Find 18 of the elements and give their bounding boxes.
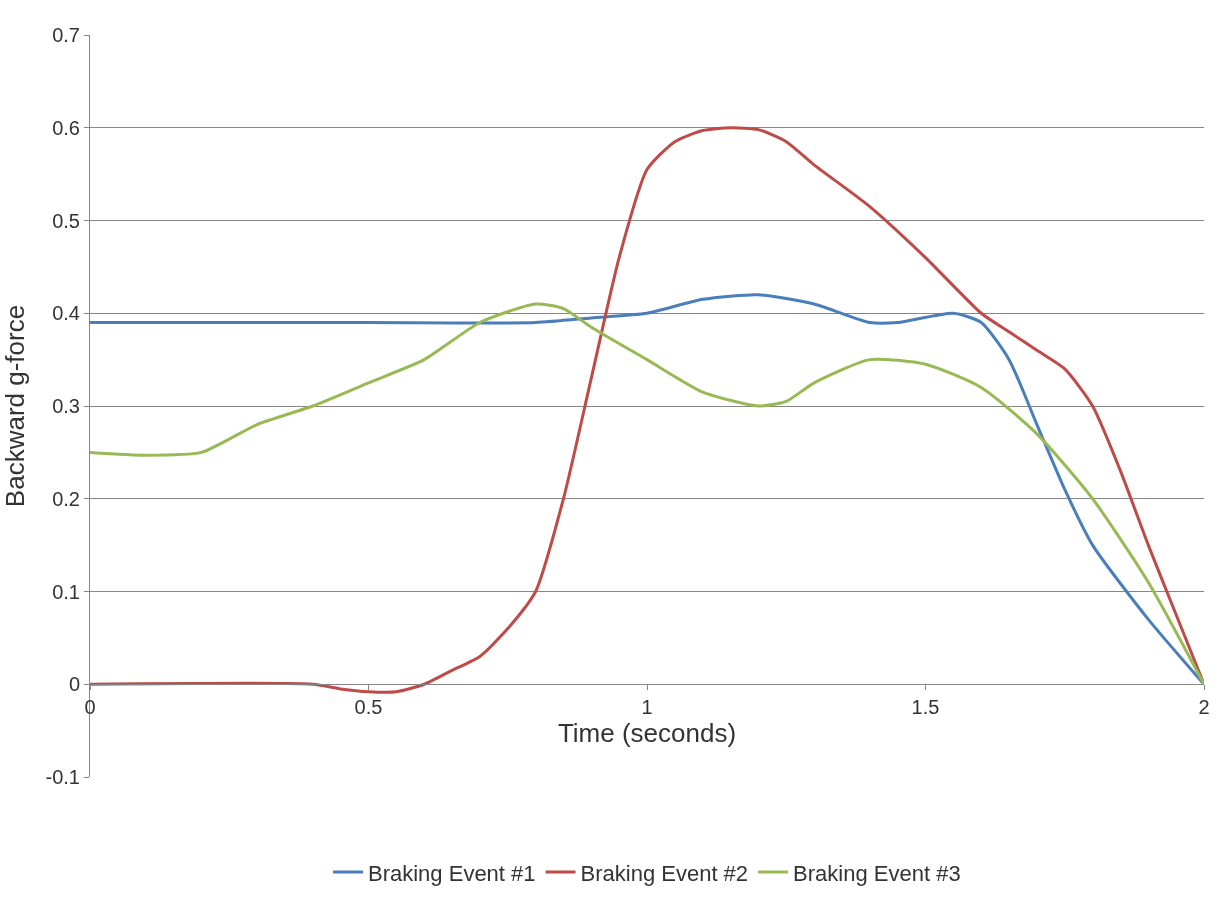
legend-label: Braking Event #2: [580, 860, 749, 886]
y-tick-label: 0.5: [52, 209, 80, 232]
x-tick-label: 1: [641, 696, 653, 719]
y-axis-title: Backward g-force: [0, 304, 30, 508]
x-axis-title: Time (seconds): [557, 718, 737, 749]
y-tick-label: -0.1: [45, 766, 80, 788]
x-tick-label: 2: [1198, 696, 1210, 719]
x-tick-label: 1.5: [911, 696, 940, 719]
y-tick-label: 0: [68, 673, 80, 696]
y-tick-label: 0.4: [52, 302, 80, 325]
y-tick-label: 0.1: [52, 580, 80, 603]
legend-label: Braking Event #3: [793, 860, 961, 886]
y-tick-label: 0.2: [52, 487, 80, 510]
y-tick-label: 0.7: [52, 24, 80, 46]
y-tick-label: 0.3: [52, 395, 80, 417]
y-tick-label: 0.6: [52, 116, 80, 139]
legend-label: Braking Event #1: [368, 860, 536, 886]
x-tick-label: 0.5: [354, 696, 383, 719]
